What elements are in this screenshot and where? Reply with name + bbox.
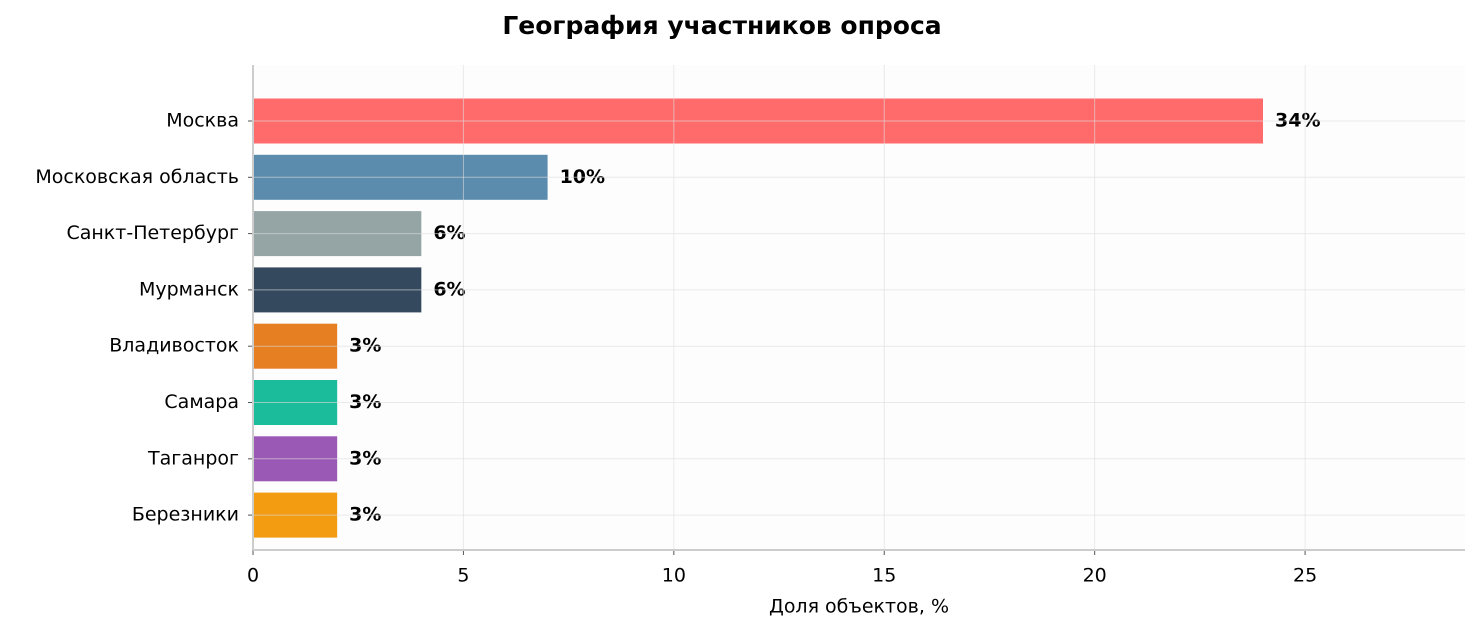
plot-area (253, 65, 1465, 550)
y-tick-label: Владивосток (109, 335, 239, 357)
x-tick-label: 0 (247, 565, 259, 587)
y-tick-label: Москва (166, 110, 239, 132)
y-tick-label: Мурманск (139, 278, 239, 300)
y-tick-label: Московская область (35, 166, 239, 188)
x-tick-label: 20 (1083, 565, 1107, 587)
x-tick-label: 25 (1293, 565, 1317, 587)
chart-title: География участников опроса (502, 11, 941, 40)
x-tick-label: 15 (872, 565, 896, 587)
x-axis-label: Доля объектов, % (769, 596, 949, 618)
y-tick-label: Санкт-Петербург (66, 222, 239, 244)
x-tick-label: 5 (457, 565, 469, 587)
x-tick-label: 10 (662, 565, 686, 587)
y-tick-label: Таганрог (147, 447, 239, 469)
y-tick-label: Самара (164, 391, 239, 413)
y-tick-label: Березники (132, 504, 239, 526)
